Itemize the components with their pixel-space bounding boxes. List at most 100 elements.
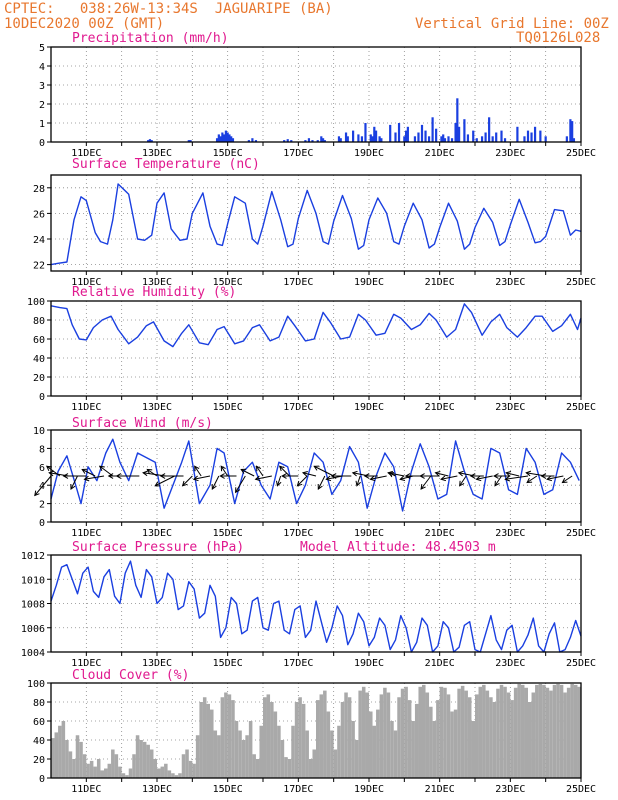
cloud-bar xyxy=(188,760,193,778)
wind-vector xyxy=(440,475,458,480)
cloud-bar xyxy=(323,690,327,778)
precip-bar xyxy=(352,130,355,142)
panel-annotation: Model Altitude: 48.4503 m xyxy=(300,540,496,555)
cloud-bar xyxy=(54,732,59,778)
cloud-bar xyxy=(471,721,475,778)
x-tick-label: 25DEC xyxy=(566,784,596,795)
wind-vector-head xyxy=(475,475,482,482)
precip-bar xyxy=(307,138,311,142)
panel-title: Surface Wind (m/s) xyxy=(72,416,213,431)
cloud-bar xyxy=(104,768,108,778)
wind-vector xyxy=(494,475,502,487)
precip-bar xyxy=(565,136,568,142)
wind-vector-head xyxy=(181,480,188,487)
precip-bar xyxy=(380,138,383,142)
wind-vector xyxy=(435,472,449,477)
cloud-bar xyxy=(114,754,119,778)
precip-bar xyxy=(290,140,293,142)
cloud-bar xyxy=(354,740,359,778)
wind-vector xyxy=(317,475,326,490)
precip-bar xyxy=(231,138,235,142)
x-tick-label: 25DEC xyxy=(566,658,596,669)
cloud-bar xyxy=(485,690,490,778)
wind-vector-head xyxy=(83,475,90,482)
wind-vector-head xyxy=(301,471,308,477)
cloud-bar xyxy=(496,688,500,778)
x-tick-label: 13DEC xyxy=(142,402,172,413)
precip-bar xyxy=(484,132,487,142)
wind-vector-head xyxy=(142,470,148,477)
precip-bar xyxy=(223,134,226,142)
wind-vector xyxy=(370,475,387,480)
precip-bar xyxy=(572,138,576,142)
cloud-bar xyxy=(489,697,493,778)
x-tick-label: 15DEC xyxy=(213,402,243,413)
cloud-bar xyxy=(566,687,571,778)
cloud-bar xyxy=(372,725,377,778)
wind-vector-head xyxy=(70,483,76,490)
x-tick-label: 13DEC xyxy=(142,148,172,159)
precip-bar xyxy=(443,138,447,142)
wind-vector-head xyxy=(525,470,532,477)
cloud-bar xyxy=(538,683,543,778)
cloud-bar xyxy=(234,721,239,778)
cloud-bar xyxy=(224,692,228,778)
precip-bar xyxy=(339,138,342,142)
precip-bar xyxy=(304,140,307,142)
precip-bar xyxy=(320,136,323,142)
cloud-bar xyxy=(192,763,196,778)
y-tick-label: 1 xyxy=(39,119,45,130)
x-tick-label: 13DEC xyxy=(142,784,172,795)
precip-bar xyxy=(413,136,417,142)
precip-bar xyxy=(405,130,408,142)
cloud-bar xyxy=(241,740,246,778)
x-tick-label: 19DEC xyxy=(354,277,384,288)
y-tick-label: 22 xyxy=(33,261,45,272)
y-tick-label: 80 xyxy=(33,698,45,709)
cloud-bar xyxy=(535,684,539,778)
x-tick-label: 11DEC xyxy=(71,277,101,288)
cloud-bar xyxy=(142,741,147,778)
cloud-bar xyxy=(369,711,373,778)
wind-vector xyxy=(400,475,414,480)
precip-bar xyxy=(454,123,457,142)
x-tick-label: 17DEC xyxy=(283,402,313,413)
cloud-bar xyxy=(326,711,331,778)
precip-bar xyxy=(569,119,572,142)
cloud-bar xyxy=(298,697,302,778)
series-line xyxy=(50,303,582,348)
cloud-bar xyxy=(121,773,126,778)
cloud-bar xyxy=(376,709,380,778)
cloud-bar xyxy=(361,686,366,778)
precip-bar xyxy=(357,134,360,142)
cloud-bar xyxy=(266,694,271,778)
wind-vector-head xyxy=(387,470,394,477)
wind-vector-head xyxy=(351,470,358,477)
x-tick-label: 21DEC xyxy=(425,277,455,288)
y-tick-label: 40 xyxy=(33,736,45,747)
precip-bar xyxy=(424,130,427,142)
wind-vector-head xyxy=(81,468,88,474)
cloud-bar xyxy=(146,744,150,778)
cloud-bar xyxy=(72,759,76,778)
cloud-bar xyxy=(280,740,285,778)
y-tick-label: 2 xyxy=(39,100,45,111)
x-tick-label: 23DEC xyxy=(495,658,525,669)
wind-vector xyxy=(235,475,246,493)
cloud-bar xyxy=(319,694,324,778)
y-tick-label: 1012 xyxy=(21,551,45,562)
cloud-bar xyxy=(164,763,168,778)
precip-bar xyxy=(544,136,547,142)
wind-vector-head xyxy=(494,480,500,487)
x-tick-label: 19DEC xyxy=(354,658,384,669)
wind-vector-head xyxy=(546,475,553,482)
cloud-bar xyxy=(65,740,69,778)
wind-vector-head xyxy=(504,475,511,482)
wind-vector xyxy=(182,475,193,487)
cloud-bar xyxy=(93,766,97,778)
cloud-bar xyxy=(330,730,334,778)
cloud-bar xyxy=(464,690,468,778)
y-tick-label: 3 xyxy=(39,81,45,92)
wind-vector-head xyxy=(399,475,406,481)
cloud-bar xyxy=(404,686,408,778)
